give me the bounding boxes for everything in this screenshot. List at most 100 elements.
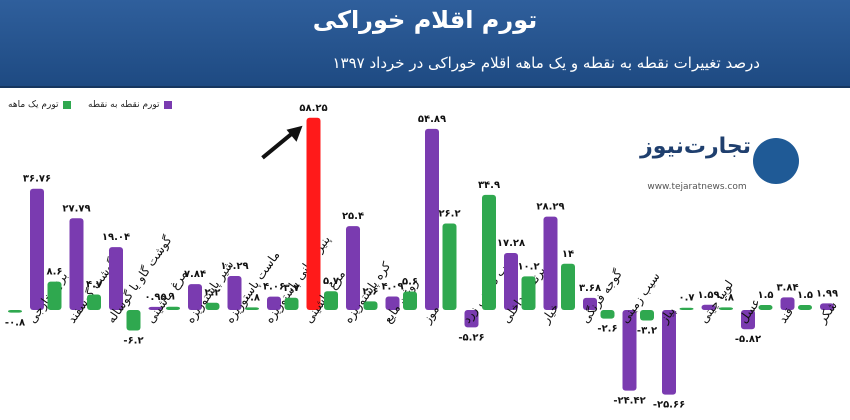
p2p-value-label: ۰.۹۵ xyxy=(144,292,166,303)
p2p-value-label: ۱۷.۲۸ xyxy=(497,238,525,249)
chart-header: تورم اقلام خوراکی درصد تغییرات نقطه به ن… xyxy=(0,0,850,88)
monthly-value-label: ۱.۵ xyxy=(797,290,813,301)
bar-monthly xyxy=(442,223,457,310)
bar-p2p-highlighted xyxy=(306,117,321,311)
bar-monthly xyxy=(8,310,22,313)
bar-p2p xyxy=(543,216,558,310)
bar-monthly xyxy=(166,306,180,310)
legend-p2p-label: تورم نقطه به نقطه xyxy=(88,100,160,110)
bar-p2p xyxy=(346,226,360,310)
bar-p2p xyxy=(385,296,400,310)
monthly-value-label: ۳۴.۹ xyxy=(478,180,500,191)
bar-p2p xyxy=(464,310,479,328)
bar-monthly xyxy=(640,310,654,321)
monthly-value-label: ۲۶.۲ xyxy=(438,209,460,220)
bar-p2p xyxy=(227,276,242,310)
p2p-value-label: -۵.۲۶ xyxy=(458,332,484,343)
bar-monthly xyxy=(47,281,62,310)
p2p-value-label: -۵.۸۲ xyxy=(735,334,761,345)
bar-p2p xyxy=(109,247,123,310)
legend-monthly-swatch xyxy=(62,101,71,109)
logo-wordmark: تجارت‌نیوز xyxy=(640,134,751,159)
monthly-value-label: ۴.۷ xyxy=(86,279,102,290)
legend-monthly-label: تورم یک ماهه xyxy=(8,100,59,110)
bar-p2p xyxy=(583,297,597,310)
p2p-value-label: ۵۸.۲۵ xyxy=(299,103,327,114)
bar-p2p xyxy=(780,297,795,310)
p2p-value-label: ۲۸.۲۹ xyxy=(536,202,564,213)
bar-monthly xyxy=(679,307,694,310)
bar-monthly xyxy=(482,194,496,310)
monthly-value-label: ۵.۶ xyxy=(402,277,418,288)
p2p-value-label: ۲۷.۷۹ xyxy=(62,203,90,214)
bar-monthly xyxy=(245,307,259,310)
bar-monthly xyxy=(521,276,536,310)
legend-monthly: تورم یک ماهه xyxy=(8,100,71,110)
p2p-value-label: ۲۵.۴ xyxy=(342,211,364,222)
annotation-arrow-head xyxy=(286,125,303,142)
monthly-value-label: ۱۴ xyxy=(562,249,574,260)
p2p-value-label: ۳۶.۷۶ xyxy=(23,174,51,185)
p2p-value-label: ۱.۵۹ xyxy=(697,290,719,301)
bar-p2p xyxy=(188,284,202,310)
bar-monthly xyxy=(600,310,615,319)
p2p-value-label: ۴.۰۶ xyxy=(263,282,285,293)
p2p-value-label: -۲۴.۴۲ xyxy=(613,396,645,407)
bar-p2p xyxy=(69,218,84,310)
p2p-value-label: ۳.۶۸ xyxy=(579,283,601,294)
bar-monthly xyxy=(284,297,299,310)
tejaratnews-logo: تجارت‌نیوز www.tejaratnews.com xyxy=(633,130,808,202)
monthly-value-label: -۶.۲ xyxy=(123,335,143,346)
monthly-value-label: ۱۰.۲ xyxy=(517,261,539,272)
bar-p2p xyxy=(30,188,44,310)
bar-p2p xyxy=(662,310,676,395)
bar-monthly xyxy=(403,291,417,310)
legend-p2p-swatch xyxy=(163,101,172,109)
logo-emblem-icon xyxy=(753,138,799,184)
category-label: موز xyxy=(419,303,442,328)
monthly-value-label: -۳.۲ xyxy=(637,326,657,337)
monthly-value-label: ۱ xyxy=(170,292,176,303)
monthly-value-label: -۰.۸ xyxy=(5,318,25,329)
bar-monthly xyxy=(758,305,773,310)
monthly-value-label: ۰.۷ xyxy=(678,293,694,304)
monthly-value-label: ۵.۷ xyxy=(323,276,339,287)
bar-p2p xyxy=(425,128,439,310)
p2p-value-label: ۵۴.۸۹ xyxy=(418,114,446,125)
bar-monthly xyxy=(363,301,378,310)
p2p-value-label: ۱.۹۹ xyxy=(816,288,838,299)
bar-monthly xyxy=(719,307,733,310)
category-label: شکر xyxy=(814,299,840,328)
p2p-value-label: ۷.۸۴ xyxy=(184,269,206,280)
bar-monthly xyxy=(561,263,575,310)
monthly-value-label: ۰.۸ xyxy=(718,292,734,303)
p2p-value-label: ۴.۰۹ xyxy=(381,282,403,293)
category-label: خیار xyxy=(538,301,563,327)
monthly-value-label: ۰.۸ xyxy=(244,292,260,303)
monthly-value-label: ۱.۵ xyxy=(757,290,773,301)
bar-monthly xyxy=(126,310,141,331)
bar-monthly xyxy=(324,291,338,310)
monthly-value-label: ۲.۲ xyxy=(204,288,220,299)
bar-monthly xyxy=(87,294,101,310)
p2p-value-label: -۲۵.۶۶ xyxy=(653,400,685,411)
bar-p2p xyxy=(504,252,518,310)
p2p-value-label: ۱۹.۰۴ xyxy=(102,232,130,243)
chart-subtitle: درصد تغییرات نقطه به نقطه و یک ماهه اقلا… xyxy=(332,54,760,72)
p2p-value-label: ۱۰.۲۹ xyxy=(220,261,248,272)
legend-p2p: تورم نقطه به نقطه xyxy=(88,100,172,110)
bar-p2p xyxy=(820,303,834,310)
p2p-value-label: ۳.۸۴ xyxy=(776,282,798,293)
monthly-value-label: -۲.۶ xyxy=(597,324,617,335)
monthly-value-label: ۸.۶ xyxy=(46,267,62,278)
bar-p2p xyxy=(267,296,281,310)
chart-title: تورم اقلام خوراکی xyxy=(312,6,538,34)
bar-p2p xyxy=(701,304,716,310)
logo-url: www.tejaratnews.com xyxy=(647,182,747,192)
monthly-value-label: ۲.۶ xyxy=(362,286,378,297)
bar-p2p xyxy=(148,306,163,310)
bar-p2p xyxy=(622,310,637,391)
monthly-value-label: ۳.۷ xyxy=(283,283,299,294)
bar-p2p xyxy=(741,310,755,330)
